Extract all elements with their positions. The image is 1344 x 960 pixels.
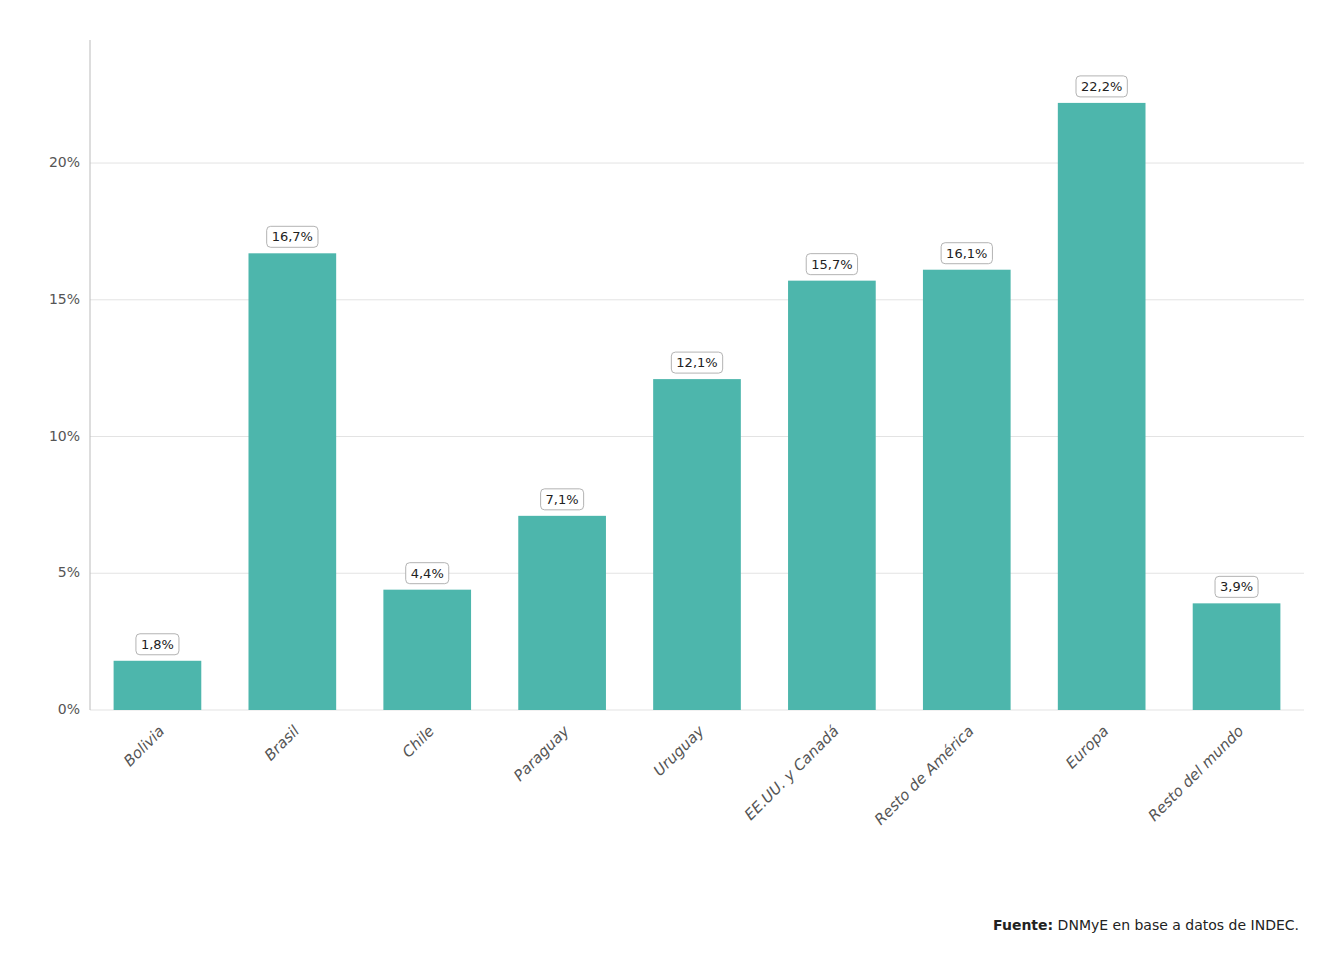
data-label: 12,1% [676,355,717,370]
bars [114,103,1281,710]
data-label-group: 22,2% [1076,76,1127,97]
chart-container: 0% 5% 10% 15% 20% 1,8% 16,7% 4,4% 7,1% 12,1% 15,7%… [0,0,1344,960]
bar [114,661,202,710]
y-tick-label: 5% [58,564,80,580]
y-axis-line [90,40,91,710]
x-tick-label: Resto del mundo [1145,722,1248,825]
data-label-group: 1,8% [136,634,179,655]
bar [923,270,1011,710]
y-tick-label: 20% [49,154,80,170]
y-tick-label: 0% [58,701,80,717]
x-axis: Bolivia Brasil Chile Paraguay Uruguay EE.UU. … [120,721,1247,828]
y-tick-label: 15% [49,291,80,307]
x-tick-label: Paraguay [510,721,574,785]
data-label: 1,8% [141,637,174,652]
x-tick-label: Bolivia [120,722,168,770]
data-label-group: 15,7% [806,254,857,275]
data-label-group: 4,4% [406,563,449,584]
data-label: 16,1% [946,246,987,261]
data-label-box [1215,576,1258,597]
data-label: 22,2% [1081,79,1122,94]
data-labels: 1,8% 16,7% 4,4% 7,1% 12,1% 15,7% 16,1% 22,2% 3,9… [136,76,1258,655]
data-label-group: 12,1% [671,352,722,373]
data-label: 4,4% [411,566,444,581]
x-tick-label: Brasil [261,721,304,764]
data-label-box [406,563,449,584]
data-label-group: 3,9% [1215,576,1258,597]
x-tick-label: Resto de América [871,722,978,829]
data-label-box [941,243,992,264]
source-text: DNMyE en base a datos de INDEC. [1053,917,1299,933]
data-label-group: 16,1% [941,243,992,264]
bar [1058,103,1146,710]
bar [788,281,876,710]
y-tick-label: 10% [49,428,80,444]
x-tick-label: Chile [399,722,438,761]
bar [518,516,606,710]
bar [1193,603,1281,710]
bar [653,379,741,710]
data-label-group: 16,7% [267,226,318,247]
source: DNMyE en base a datos de INDEC.Fuente: [993,917,1299,933]
data-label-group: 7,1% [541,489,584,510]
bar [248,253,336,710]
data-label-box [267,226,318,247]
data-label-box [671,352,722,373]
data-label: 7,1% [546,492,579,507]
data-label-box [1076,76,1127,97]
data-label: 3,9% [1220,579,1253,594]
data-label-box [541,489,584,510]
x-tick-label: Europa [1062,722,1112,772]
data-label: 16,7% [272,229,313,244]
x-tick-label: EE.UU. y Canadá [741,722,843,824]
data-label-box [806,254,857,275]
y-axis: 0% 5% 10% 15% 20% [49,40,90,717]
x-tick-label: Uruguay [650,721,709,780]
chart-svg: 0% 5% 10% 15% 20% 1,8% 16,7% 4,4% 7,1% 12,1% 15,7%… [0,0,1344,960]
bar [383,590,471,710]
data-label-box [136,634,179,655]
source-text: Fuente: [993,917,1053,933]
data-label: 15,7% [811,257,852,272]
